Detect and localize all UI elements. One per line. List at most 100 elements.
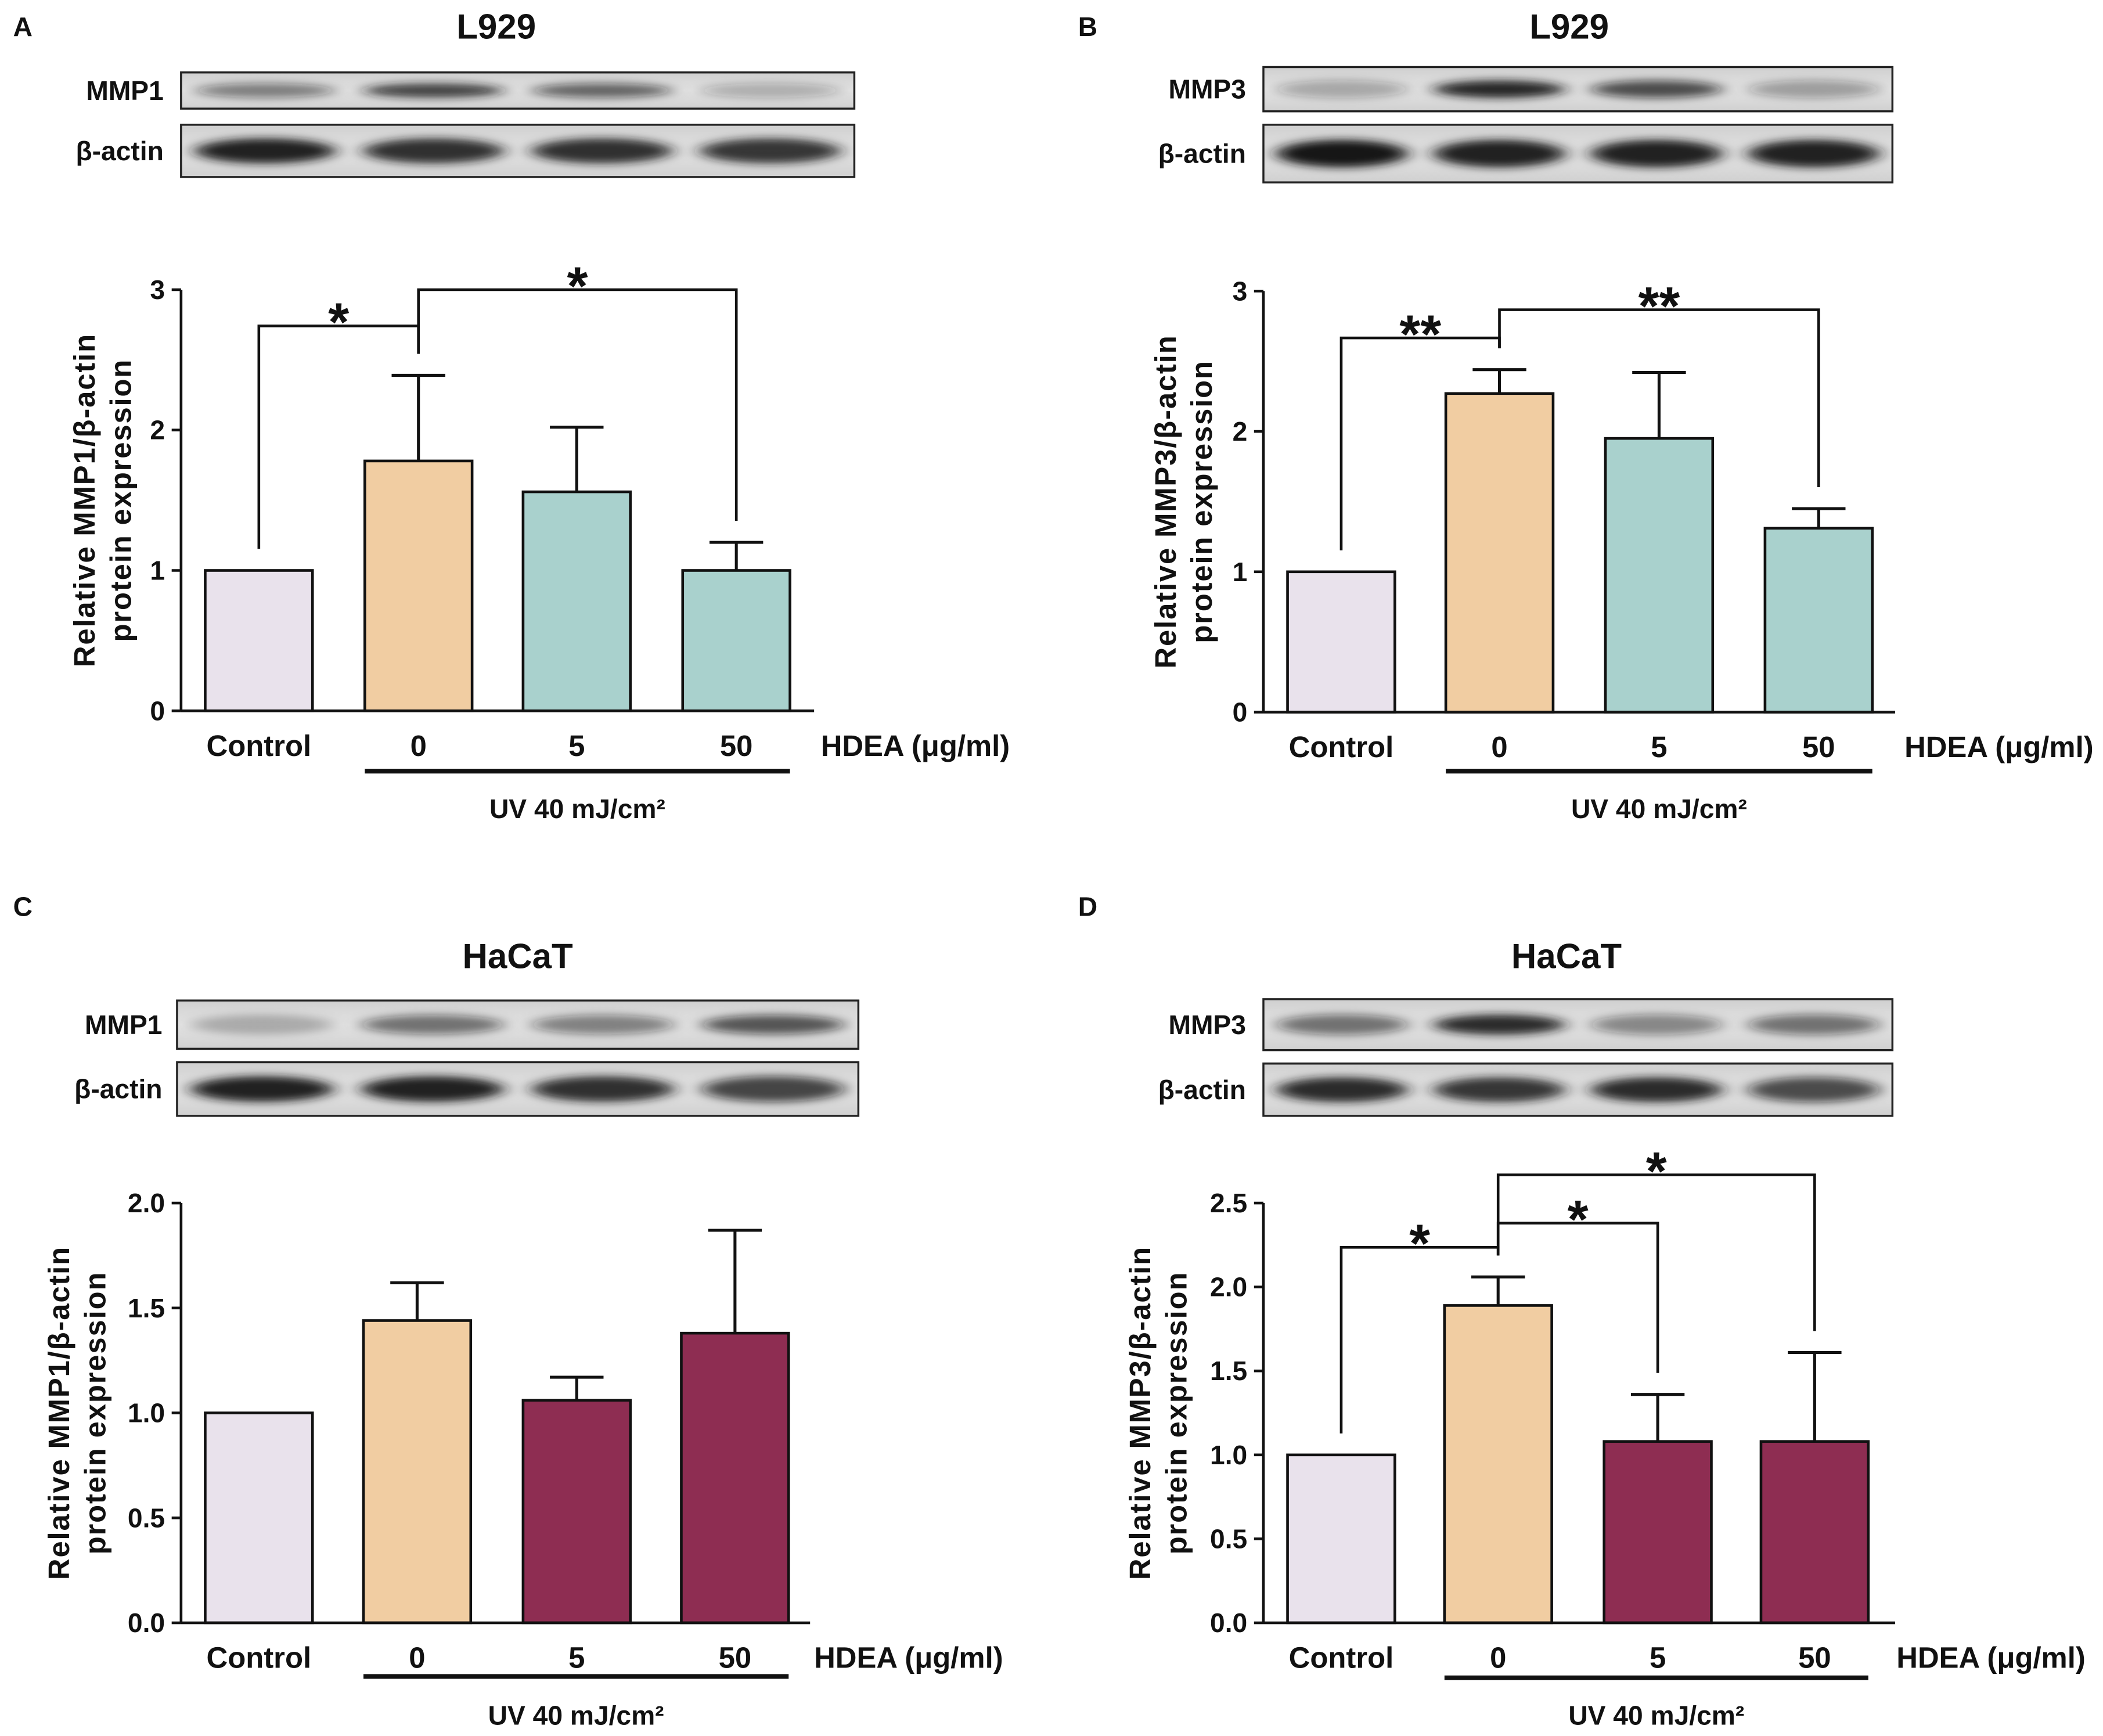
significance-label: *	[1409, 1213, 1430, 1274]
panel-letter: C	[13, 892, 33, 922]
error-bar	[390, 1281, 444, 1321]
blot-band	[361, 1015, 505, 1035]
y-tick-label: 1	[1233, 557, 1248, 587]
blot-label: β-actin	[1158, 138, 1246, 168]
bar-control	[1286, 1453, 1396, 1625]
blot-lanes	[1276, 80, 1880, 98]
bar-50	[681, 569, 791, 712]
blot-band	[531, 138, 673, 164]
significance-label: **	[1399, 304, 1441, 365]
blot-band	[1748, 1077, 1880, 1103]
panel-title: HaCaT	[463, 937, 574, 975]
blot-band	[1748, 80, 1880, 98]
blot-band	[1748, 1014, 1880, 1035]
y-tick-label: 3	[1233, 276, 1248, 306]
x-tick-label: 50	[720, 729, 753, 762]
y-tick-label: 0.5	[128, 1503, 165, 1533]
significance-bracket	[1496, 1173, 1816, 1331]
western-blot-loading-control	[1262, 124, 1894, 183]
bar-50	[1763, 527, 1874, 714]
panel-a: A L929 MMP1 β-actin 0 1 2 3 Relative MMP1/β-acti…	[13, 8, 1010, 824]
y-tick-label: 2.5	[1210, 1188, 1247, 1218]
blot-band	[531, 83, 673, 98]
blot-label: MMP3	[1168, 1010, 1245, 1040]
blot-band	[1276, 139, 1409, 168]
blot-band	[1433, 80, 1565, 98]
panel-title: HaCaT	[1511, 937, 1622, 975]
blot-label: β-actin	[75, 136, 163, 166]
panel-c: C HaCaT MMP1 β-actin 0.0 0.5 1.0 1.5 2.0 Relative…	[13, 892, 1003, 1731]
panel-letter: D	[1078, 892, 1097, 922]
figure-panels: A L929 MMP1 β-actin 0 1 2 3 Relative MMP1/β-acti…	[13, 8, 2094, 1731]
error-bar	[708, 1229, 762, 1334]
panel-letter: B	[1078, 12, 1097, 42]
x-tick-label: 5	[568, 1641, 585, 1674]
error-bar	[1472, 368, 1526, 394]
blot-band	[1748, 139, 1880, 168]
blot-band	[531, 1076, 675, 1102]
treatment-group-label: UV 40 mJ/cm²	[1568, 1700, 1744, 1730]
western-blot-loading-control	[180, 124, 856, 178]
blot-label: MMP3	[1168, 74, 1245, 105]
y-tick-label: 0.0	[128, 1608, 165, 1638]
x-axis-label: HDEA (μg/ml)	[814, 1641, 1003, 1674]
treatment-group-label: UV 40 mJ/cm²	[488, 1700, 664, 1730]
blot-label: β-actin	[1158, 1075, 1246, 1105]
bar-5	[521, 1399, 632, 1625]
x-tick-label: 0	[1490, 1641, 1506, 1674]
significance-label: **	[1638, 276, 1680, 336]
significance-bracket	[1498, 308, 1820, 488]
blot-band	[1433, 1077, 1565, 1103]
y-axis-label: protein expression	[1185, 360, 1218, 643]
x-tick-label: 5	[1650, 1641, 1666, 1674]
blot-band	[699, 138, 841, 164]
blot-band	[699, 83, 841, 98]
error-bar	[1632, 370, 1686, 439]
blot-band	[1433, 139, 1565, 168]
y-tick-label: 3	[150, 275, 165, 305]
blot-lanes	[1276, 1077, 1880, 1103]
blot-lanes	[190, 1015, 845, 1035]
blot-lanes	[1276, 1014, 1880, 1035]
blot-label: MMP1	[85, 1010, 162, 1040]
blot-band	[195, 83, 336, 98]
bar-chart: 0.0 0.5 1.0 1.5 2.0 Relative MMP1/β-actin prot…	[42, 1188, 1003, 1730]
western-blot-loading-control	[1262, 1063, 1894, 1117]
blot-band	[701, 1015, 845, 1035]
y-axis-label: Relative MMP3/β-actin	[1123, 1246, 1157, 1580]
blot-band	[190, 1076, 334, 1102]
significance-label: *	[567, 255, 588, 316]
y-tick-label: 1.5	[128, 1293, 165, 1323]
blot-band	[1590, 1077, 1723, 1103]
western-blot-target	[1262, 998, 1894, 1051]
bar-chart: 0 1 2 3 Relative MMP1/β-actin protein express…	[68, 255, 1010, 824]
y-tick-label: 2.0	[1210, 1272, 1247, 1302]
significance-bracket	[417, 288, 738, 521]
bar-control	[204, 569, 314, 712]
blot-band	[1433, 1014, 1565, 1035]
bar-chart: 0 1 2 3 Relative MMP3/β-actin protein express…	[1149, 276, 2094, 824]
y-tick-label: 0.0	[1210, 1608, 1247, 1638]
y-axis-label: protein expression	[1159, 1272, 1193, 1555]
western-blot-loading-control	[176, 1061, 860, 1117]
bar-0	[1443, 1304, 1553, 1625]
x-tick-label: 50	[719, 1641, 752, 1674]
error-bar	[1471, 1275, 1525, 1306]
blot-lanes	[1276, 139, 1880, 168]
error-bar	[550, 426, 604, 492]
bar-5	[521, 490, 632, 712]
y-tick-label: 0.5	[1210, 1523, 1247, 1554]
panel-d: D HaCaT MMP3 β-actin 0.0 0.5 1.0 1.5 2.0 2.5 Relat…	[1078, 892, 2086, 1731]
blot-band	[1276, 80, 1409, 98]
panel-b: B L929 MMP3 β-actin 0 1 2 3 Relative MMP3/β-acti…	[1078, 8, 2094, 824]
bar-chart: 0.0 0.5 1.0 1.5 2.0 2.5 Relative MMP3/β-actin p…	[1123, 1141, 2086, 1730]
x-tick-label: 5	[1651, 730, 1667, 763]
error-bar	[391, 373, 445, 461]
x-tick-label: 0	[410, 729, 427, 762]
blot-label: MMP1	[86, 75, 163, 106]
error-bar	[1788, 1350, 1842, 1442]
panel-title: L929	[1529, 8, 1609, 46]
y-tick-label: 2.0	[128, 1188, 165, 1218]
y-tick-label: 1.5	[1210, 1356, 1247, 1386]
x-tick-label: 0	[1491, 730, 1507, 763]
